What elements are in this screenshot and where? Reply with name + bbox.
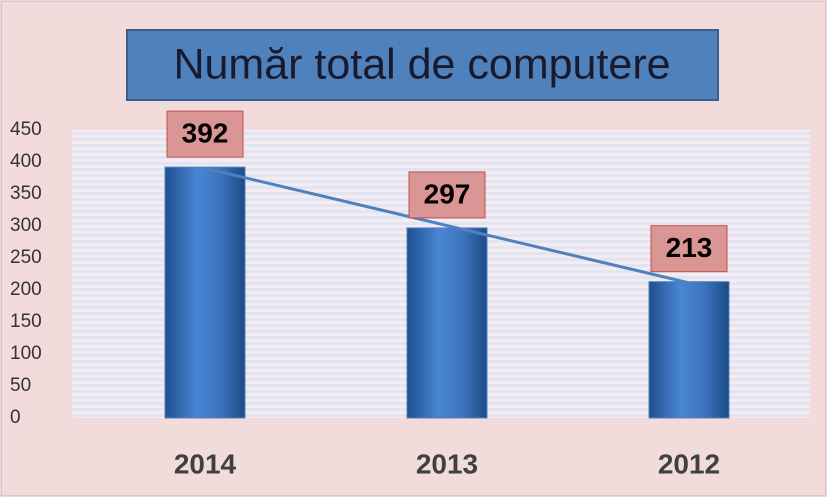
y-tick-label: 150 [10,311,42,332]
y-tick-label: 250 [10,247,42,268]
y-tick-label: 50 [10,375,31,396]
bar [406,227,488,419]
data-label-box [650,225,728,273]
bar [164,166,246,419]
data-label: 213 [666,232,713,263]
data-label-box [166,110,244,158]
y-tick-label: 450 [10,119,42,140]
bar [648,281,730,419]
title-box [126,29,719,101]
chart-title: Număr total de computere [173,40,670,88]
data-label-box [408,171,486,219]
x-tick-label: 2012 [658,448,720,479]
y-tick-label: 300 [10,215,42,236]
y-tick-label: 100 [10,343,42,364]
y-tick-label: 200 [10,279,42,300]
y-tick-label: 0 [10,407,21,428]
x-tick-label: 2014 [174,448,237,479]
y-tick-label: 350 [10,183,42,204]
data-label: 297 [424,178,471,209]
trendline [204,166,690,285]
data-label: 392 [182,118,229,149]
x-tick-label: 2013 [416,448,478,479]
y-tick-label: 400 [10,151,42,172]
